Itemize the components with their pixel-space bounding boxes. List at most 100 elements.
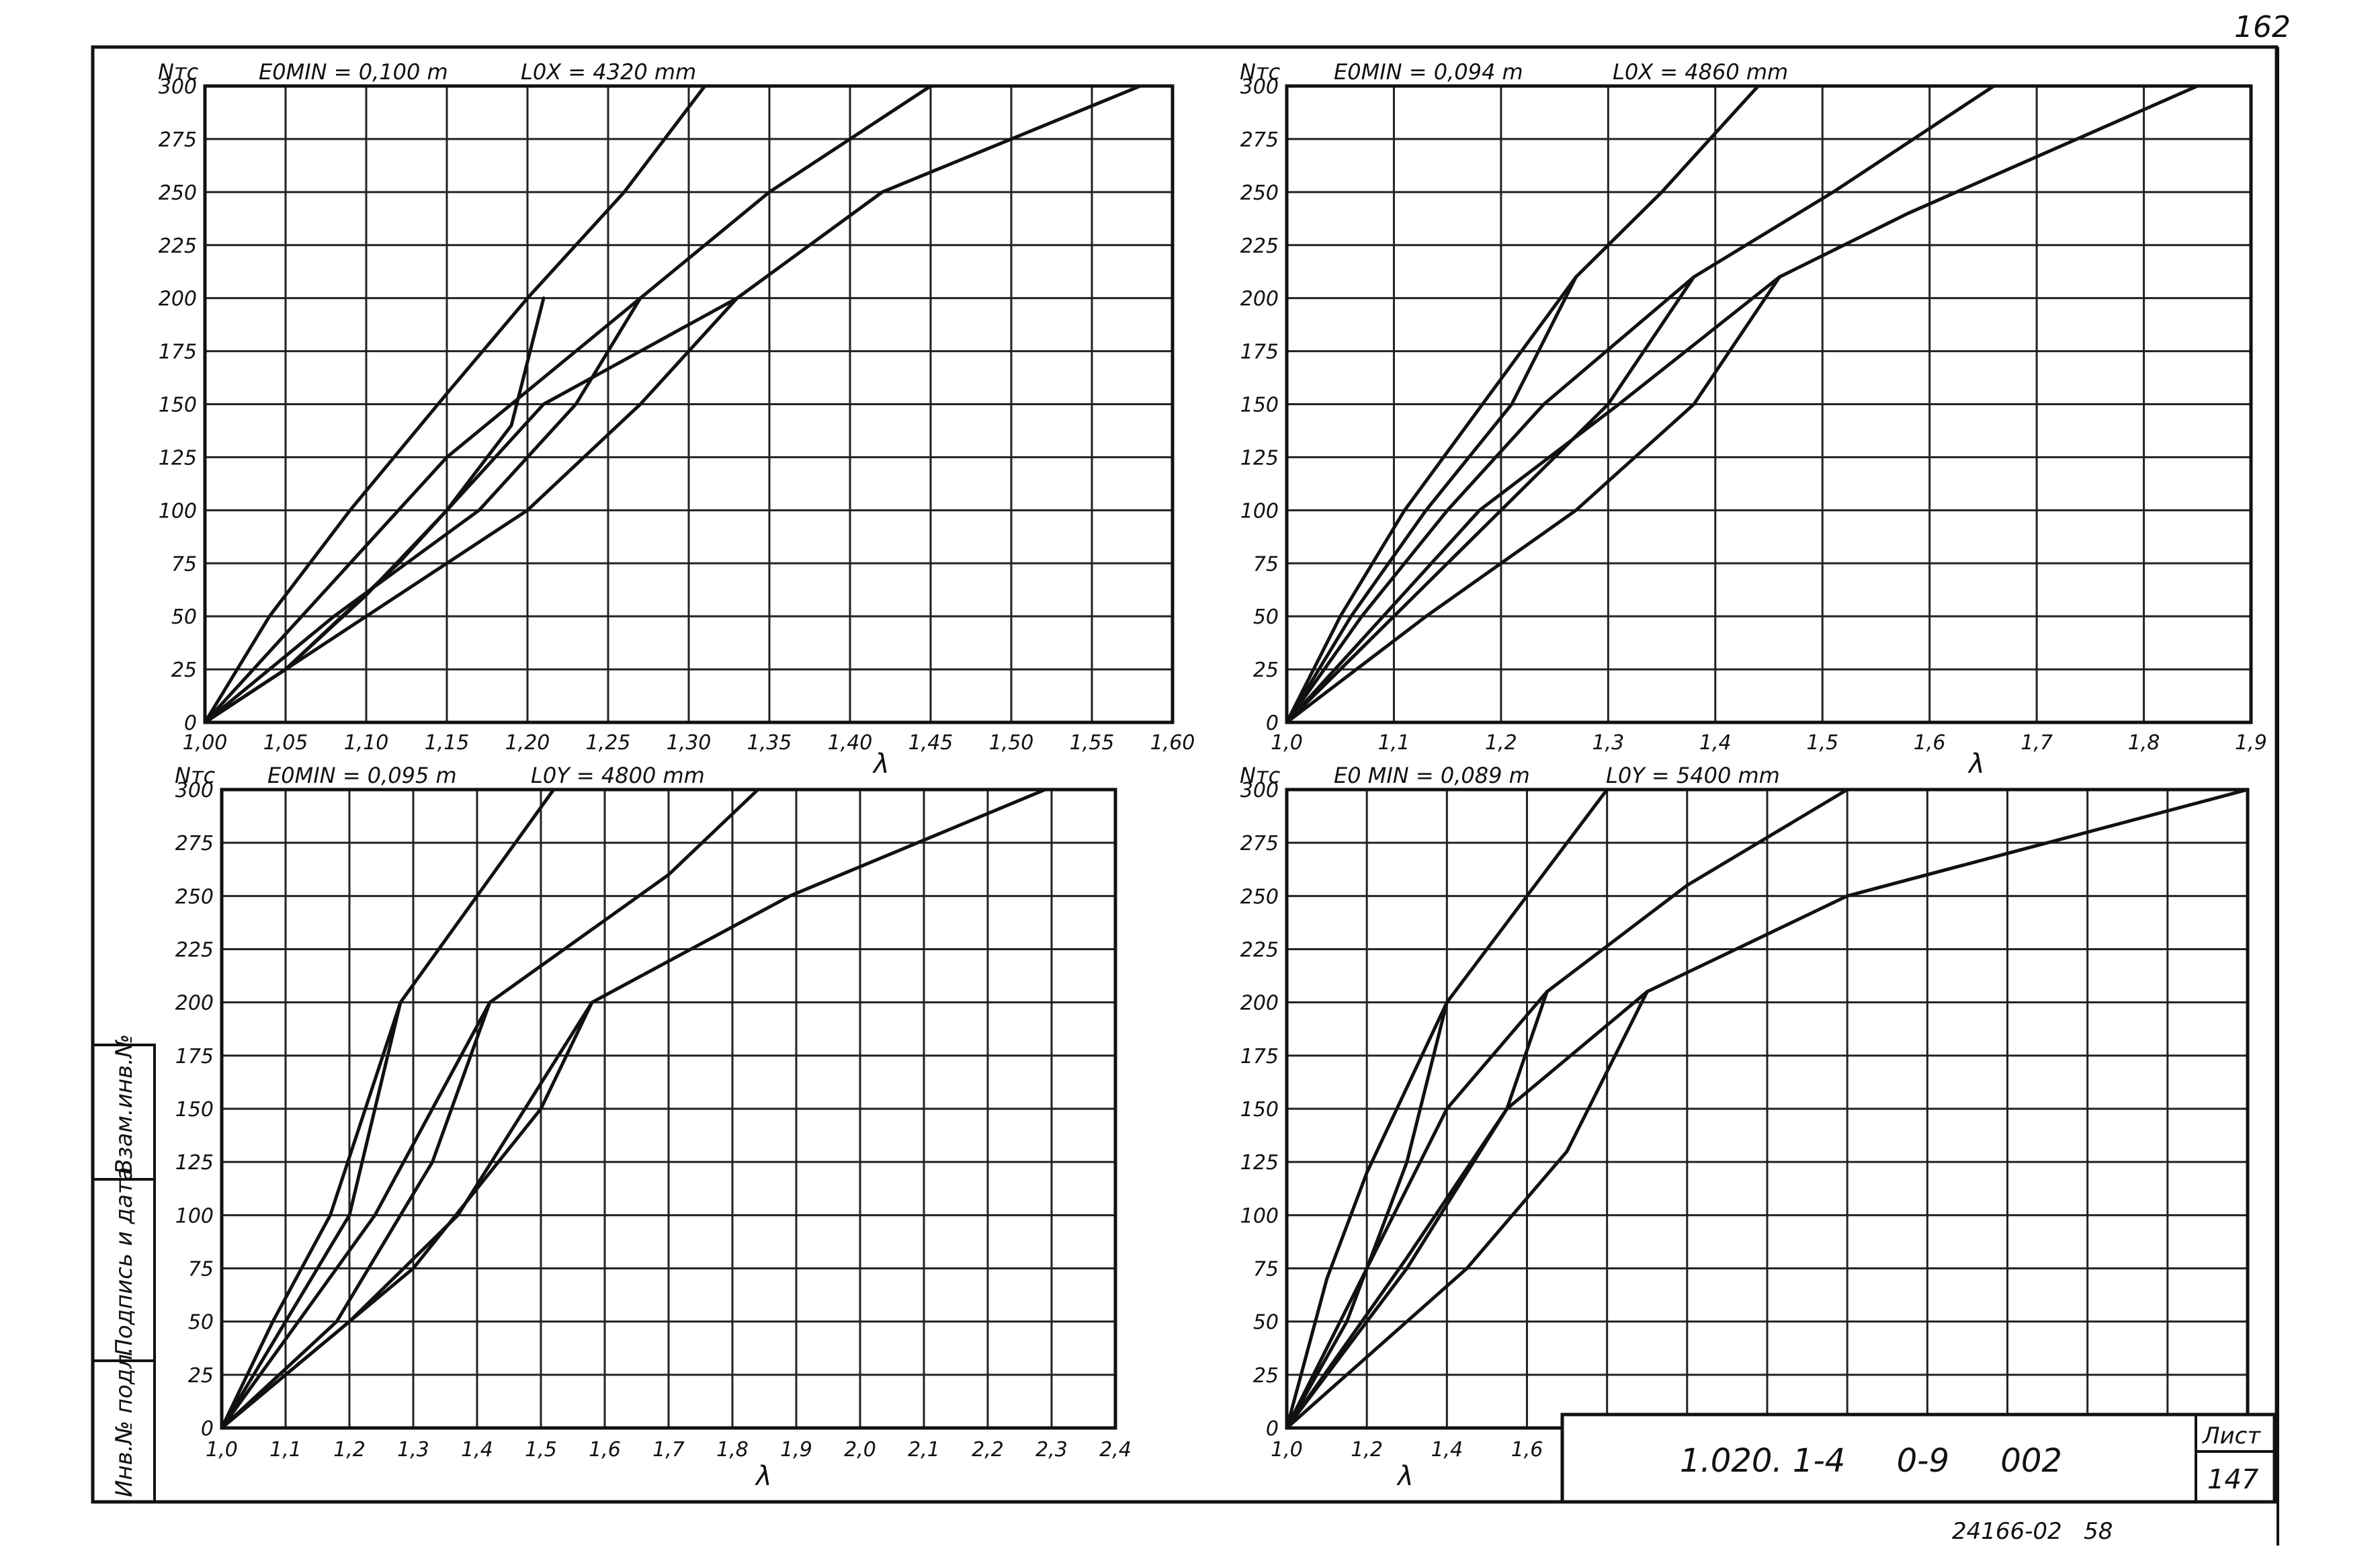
x-tick-label: 1,8: [2128, 731, 2160, 755]
y-tick-label: 250: [1240, 181, 1279, 205]
series-line-5: [1285, 788, 2250, 1430]
series-line-3: [203, 84, 933, 724]
x-tick-label: 1,5: [525, 1438, 557, 1462]
y-tick-label: 125: [1240, 1151, 1279, 1175]
header-eccentricity: E0 MIN = 0,089 m: [1334, 763, 1530, 788]
y-tick-label: 175: [1240, 341, 1279, 364]
x-tick-label: 2,3: [1035, 1438, 1068, 1462]
series-line-6: [1285, 990, 1649, 1430]
x-tick-label: 1,0: [206, 1438, 238, 1462]
series-line-4: [220, 1001, 492, 1430]
chart-grid: [1285, 788, 2249, 1429]
y-tick-label: 200: [1240, 992, 1279, 1015]
x-tick-label: 1,2: [1485, 731, 1517, 755]
header-length: L0Y = 4800 mm: [531, 763, 705, 788]
y-tick-label: 75: [188, 1258, 214, 1281]
y-tick-label: 150: [175, 1098, 214, 1122]
series-line-1: [1285, 788, 1609, 1430]
x-tick-label: 1,6: [589, 1438, 621, 1462]
plot-frame: [220, 788, 1117, 1430]
x-tick-label: 1,9: [780, 1438, 812, 1462]
series-line-3: [1285, 84, 1996, 724]
x-tick-label: 2,4: [1099, 1438, 1132, 1462]
y-tick-label: 300: [1240, 779, 1279, 802]
x-tick-label: 1,15: [425, 731, 470, 755]
chart-top-left: 1,00 1,05 1,10 1,15 1,20 1,25 1,30 1,35 1,40 1,45…: [158, 59, 1195, 780]
y-tick-label: 250: [1240, 885, 1279, 909]
series-line-2: [220, 1001, 402, 1430]
x-tick-label: 1,00: [183, 731, 228, 755]
y-tick-label: 250: [175, 885, 214, 909]
x-tick-label: 1,3: [1592, 731, 1624, 755]
x-tick-label: 1,60: [1150, 731, 1195, 755]
y-tick-label: 0: [1266, 712, 1279, 735]
y-tick-label: 225: [1240, 939, 1279, 962]
y-tick-label: 225: [175, 939, 214, 962]
series-line-2: [1285, 275, 1578, 724]
x-axis-label: λ: [872, 749, 890, 780]
y-tick-label: 175: [175, 1045, 214, 1068]
y-tick-label: 100: [159, 499, 197, 523]
side-stamp-frame: [91, 1044, 156, 1503]
plot-frame: [1285, 84, 2253, 724]
x-tick-label: 1,7: [652, 1438, 685, 1462]
y-tick-label: 275: [159, 128, 197, 152]
x-tick-label: 2,1: [908, 1438, 940, 1462]
x-tick-label: 1,40: [828, 731, 873, 755]
header-eccentricity: E0MIN = 0,094 m: [1334, 59, 1523, 85]
y-tick-label: 75: [171, 552, 197, 576]
y-tick-label: 25: [1253, 1364, 1279, 1388]
y-tick-label: 25: [171, 659, 197, 682]
y-tick-label: 200: [1240, 288, 1279, 311]
y-axis-label: Nтс: [1240, 59, 1281, 85]
y-tick-label: 50: [1253, 1311, 1279, 1335]
y-tick-label: 125: [1240, 446, 1279, 470]
y-tick-label: 75: [1253, 552, 1279, 576]
x-tick-label: 1,05: [263, 731, 308, 755]
side-stamp-replace: Взам.инв.№: [111, 1034, 138, 1175]
x-tick-label: 1,10: [344, 731, 389, 755]
y-axis-label: Nтс: [1240, 763, 1281, 788]
side-stamp: Инв.№ подл. Подпись и дата Взам.инв.№: [91, 1034, 156, 1503]
x-tick-label: 1,2: [1351, 1438, 1383, 1462]
y-tick-label: 300: [1240, 75, 1279, 99]
x-axis-label: λ: [755, 1461, 772, 1492]
header-eccentricity: E0MIN = 0,095 m: [267, 763, 457, 788]
x-tick-label: 1,6: [1914, 731, 1946, 755]
y-tick-label: 25: [1253, 659, 1279, 682]
x-tick-label: 2,0: [844, 1438, 876, 1462]
x-axis-label: λ: [1967, 749, 1985, 780]
x-tick-label: 1,25: [586, 731, 631, 755]
series-line-5: [1285, 84, 2199, 724]
y-tick-label: 225: [159, 235, 197, 258]
y-tick-label: 0: [201, 1417, 214, 1441]
y-tick-label: 100: [175, 1204, 214, 1228]
y-tick-label: 125: [159, 446, 197, 470]
y-tick-label: 225: [1240, 235, 1279, 258]
title-block-frame: [1560, 1413, 2277, 1504]
series-line-6: [1285, 275, 1781, 724]
x-tick-label: 1,8: [716, 1438, 749, 1462]
series-line-4: [1285, 990, 1549, 1430]
header-length: L0Y = 5400 mm: [1606, 763, 1780, 788]
y-tick-label: 0: [184, 712, 197, 735]
y-tick-label: 150: [159, 394, 197, 417]
x-tick-label: 1,4: [461, 1438, 493, 1462]
chart-top-right: 1,0 1,1 1,2 1,3 1,4 1,5 1,6 1,7 1,8 1,9 0 25 50 75 100…: [1240, 59, 2267, 780]
y-tick-label: 50: [171, 605, 197, 629]
side-stamp-inv: Инв.№ подл.: [111, 1347, 138, 1497]
series-line-6: [220, 1001, 594, 1430]
x-tick-label: 1,45: [908, 731, 953, 755]
side-stamp-signature: Подпись и дата: [111, 1167, 138, 1356]
series-line-3: [220, 788, 760, 1430]
x-tick-label: 1,0: [1271, 1438, 1303, 1462]
x-axis-label: λ: [1396, 1461, 1414, 1492]
page-corner-number: 162: [2234, 10, 2291, 44]
y-tick-label: 50: [1253, 605, 1279, 629]
chart-grid: [1285, 85, 2252, 724]
x-tick-label: 2,2: [972, 1438, 1004, 1462]
series-line-1: [1285, 84, 1760, 724]
chart-bottom-right: 1,01,21,41,61,82,02,22,42,62,83,03,23,40…: [1240, 763, 2264, 1492]
x-tick-label: 1,3: [397, 1438, 429, 1462]
